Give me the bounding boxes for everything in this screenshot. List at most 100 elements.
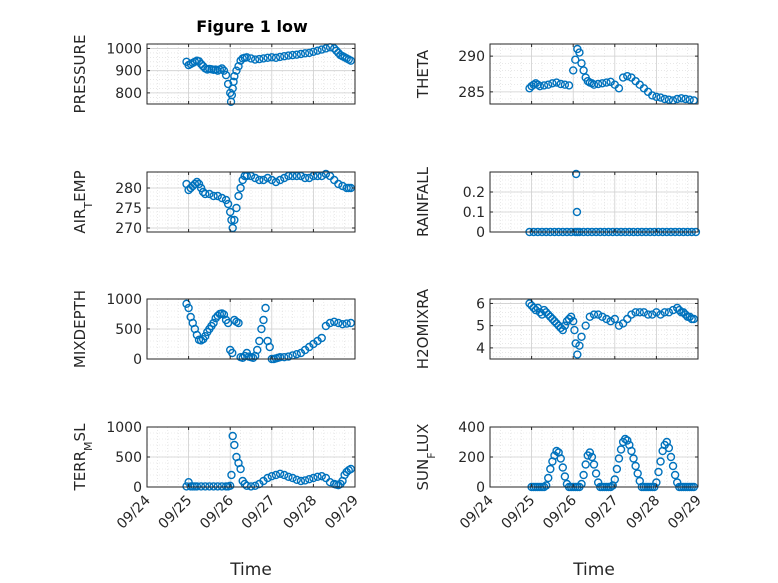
data-point <box>325 318 335 328</box>
data-point <box>265 342 274 352</box>
data-point <box>539 81 549 90</box>
x-tick-label: 09/25 <box>156 493 196 533</box>
data-point <box>261 303 270 313</box>
data-point <box>593 310 603 319</box>
data-point <box>529 303 538 313</box>
data-point <box>525 299 534 308</box>
data-point <box>334 179 343 189</box>
data-point <box>230 440 239 450</box>
x-tick-label: 09/24 <box>114 492 154 532</box>
data-point <box>564 81 574 90</box>
y-tick-label: 500 <box>115 450 142 466</box>
data-point <box>623 71 632 81</box>
axes-box <box>489 43 699 105</box>
data-point <box>213 482 222 491</box>
data-point <box>234 318 243 328</box>
data-point <box>610 314 619 324</box>
data-point <box>246 482 256 491</box>
y-tick-label: 500 <box>115 322 142 338</box>
data-point <box>571 55 580 64</box>
data-point <box>631 461 640 471</box>
data-point <box>571 169 581 179</box>
data-point <box>573 350 582 359</box>
y-axis-label: AIRTEMP <box>71 170 95 233</box>
data-point <box>209 318 218 328</box>
axes-box <box>489 171 699 233</box>
data-point <box>585 448 595 457</box>
data-point <box>643 310 653 319</box>
data-point <box>182 482 191 491</box>
data-point <box>225 207 235 217</box>
data-point <box>593 478 603 487</box>
data-point <box>623 314 632 324</box>
y-tick-label: 270 <box>115 221 142 237</box>
data-point <box>589 310 599 319</box>
data-point <box>267 175 276 185</box>
x-axis-label: Time <box>572 560 615 580</box>
data-point <box>681 310 690 319</box>
y-tick-label: 290 <box>458 49 485 65</box>
data-point <box>673 478 682 487</box>
data-point <box>253 345 262 355</box>
data-point <box>664 443 674 453</box>
data-point <box>259 315 268 325</box>
data-point <box>635 308 644 317</box>
x-tick-label: 09/27 <box>239 493 279 533</box>
y-tick-label: 5 <box>476 319 485 335</box>
data-point <box>685 95 694 104</box>
y-tick-label: 0 <box>133 480 142 496</box>
data-point <box>271 53 281 62</box>
data-point <box>552 319 561 328</box>
data-point <box>250 173 260 183</box>
y-tick-label: 0 <box>476 480 485 496</box>
data-point <box>560 321 570 330</box>
x-tick-label: 09/26 <box>540 492 580 532</box>
data-point <box>539 305 549 315</box>
y-tick-label: 275 <box>115 201 142 217</box>
y-axis-label: RAINFALL <box>414 166 432 237</box>
y-axis-label: MIXDEPTH <box>71 290 89 368</box>
data-point <box>623 436 632 445</box>
data-point <box>531 305 540 315</box>
y-tick-label: 400 <box>458 420 485 436</box>
data-point <box>652 308 661 317</box>
x-tick-label: 09/24 <box>457 492 497 532</box>
panel-terr-msl: 0 500 1000 TERRMSL 09/24 09/25 09/26 09/27 09/28… <box>71 420 362 580</box>
y-tick-label: 0 <box>133 352 142 368</box>
data-point <box>248 353 258 362</box>
data-point <box>236 464 245 474</box>
data-point <box>275 353 285 362</box>
data-point <box>217 193 227 203</box>
data-point <box>614 454 624 463</box>
data-point <box>670 470 680 480</box>
data-point <box>579 470 588 480</box>
data-point <box>675 305 684 315</box>
data-point <box>633 469 642 478</box>
data-point <box>313 472 322 481</box>
data-point <box>587 452 597 462</box>
data-point <box>560 80 570 89</box>
data-point <box>598 312 607 321</box>
data-point <box>606 317 615 326</box>
data-point <box>664 95 674 104</box>
data-point <box>621 434 630 444</box>
data-point <box>259 175 268 185</box>
data-point <box>546 464 555 474</box>
data-point <box>685 312 694 321</box>
data-point <box>572 207 582 217</box>
data-point <box>317 45 326 54</box>
y-tick-label: 4 <box>476 341 485 357</box>
data-point <box>182 299 191 308</box>
panels: 800 900 1000 PRESSURE 285 290 THETA 270 275 280 AI… <box>71 35 705 580</box>
data-point <box>209 191 218 201</box>
data-point <box>610 475 619 484</box>
data-point <box>234 191 243 201</box>
panel-mixdepth: 0 500 1000 MIXDEPTH <box>71 290 356 368</box>
data-point <box>681 94 690 104</box>
panel-theta: 285 290 THETA <box>414 43 699 105</box>
data-point <box>550 317 559 326</box>
data-point <box>656 457 665 466</box>
axes-box <box>489 298 699 360</box>
data-point <box>689 314 699 324</box>
